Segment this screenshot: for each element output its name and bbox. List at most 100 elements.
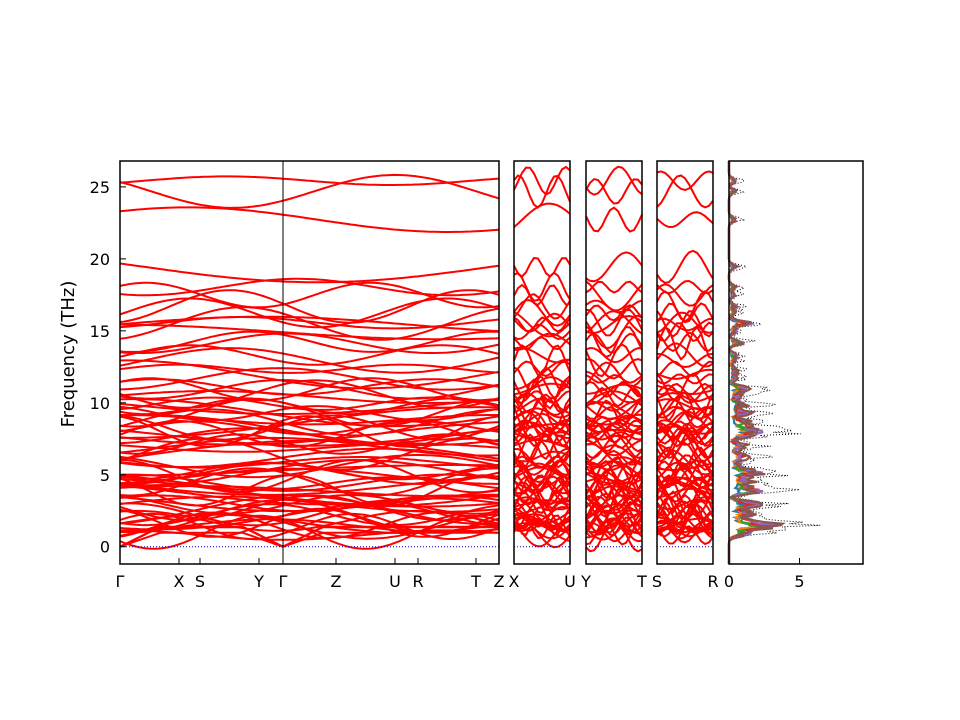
band-line (513, 475, 571, 506)
band-line (585, 464, 643, 478)
band-line (585, 346, 643, 364)
band-line (119, 330, 284, 353)
band-line (656, 391, 714, 403)
band-line (513, 271, 571, 302)
band-line (282, 456, 500, 469)
band-line (119, 514, 284, 550)
band-line (282, 437, 500, 472)
band-line (119, 455, 284, 479)
band-line (656, 302, 714, 324)
band-line (282, 514, 500, 550)
panel-frames (119, 160, 864, 565)
band-line (119, 332, 284, 354)
band-line (282, 318, 500, 330)
band-line (119, 315, 284, 326)
band-line (282, 344, 500, 366)
band-line (119, 436, 284, 446)
band-line (513, 475, 571, 506)
band-line (282, 378, 500, 396)
x-tick-label: Y (580, 572, 591, 591)
y-tick-label: 15 (90, 322, 110, 341)
dos-panel (727, 161, 821, 564)
band-line (513, 174, 571, 209)
band-line (513, 522, 571, 549)
band-line (119, 402, 283, 415)
y-tick-label: 5 (100, 466, 110, 485)
band-line (282, 415, 500, 428)
band-line (656, 422, 713, 433)
band-line (283, 379, 500, 400)
band-line (513, 256, 571, 278)
band-line (119, 433, 284, 455)
band-panel-p3 (585, 165, 643, 553)
band-line (585, 304, 643, 322)
x-tick-label: T (470, 572, 481, 591)
band-line (119, 456, 284, 469)
band-line (585, 449, 643, 466)
band-line (513, 396, 571, 429)
band-line (585, 325, 643, 359)
band-line (282, 377, 500, 402)
band-line (513, 293, 571, 320)
band-panel-p1 (119, 173, 500, 550)
band-line (585, 439, 643, 457)
band-line (282, 277, 500, 297)
band-line (513, 366, 571, 392)
band-line (513, 316, 571, 333)
band-line (119, 514, 284, 531)
band-line (656, 368, 714, 380)
band-line (119, 347, 284, 367)
band-line (119, 367, 284, 391)
band-line (656, 249, 714, 284)
x-tick-label: Z (494, 572, 505, 591)
x-tick-label: S (652, 572, 662, 591)
band-line (119, 278, 284, 297)
band-line (119, 363, 284, 374)
x-tick-label: Z (331, 572, 342, 591)
band-line (585, 517, 643, 534)
y-tick-label: 25 (90, 178, 110, 197)
x-tick-label: U (389, 572, 401, 591)
band-line (585, 315, 643, 335)
panel-frame-p2 (513, 160, 571, 565)
band-line (585, 413, 643, 426)
band-line (283, 363, 500, 374)
y-axis-label: Frequency (THz) (58, 281, 79, 428)
band-line (585, 165, 643, 196)
band-line (282, 489, 500, 506)
band-line (513, 202, 571, 228)
band-line (585, 504, 643, 528)
band-line (119, 502, 284, 527)
band-line (119, 467, 284, 485)
band-line (656, 398, 714, 411)
band-line (513, 344, 571, 377)
band-line (119, 531, 284, 548)
band-line (513, 311, 571, 338)
band-line (513, 509, 571, 525)
band-line (119, 508, 284, 538)
band-line (513, 165, 571, 196)
band-line (585, 332, 643, 354)
x-tick-label: R (707, 572, 718, 591)
band-line (585, 435, 643, 453)
band-line (585, 251, 643, 283)
band-line (513, 440, 571, 469)
band-line (119, 414, 284, 441)
band-line (282, 420, 500, 436)
band-line (656, 443, 714, 466)
band-line (656, 352, 714, 369)
band-line (282, 213, 500, 233)
band-line (119, 181, 284, 209)
band-line (585, 373, 643, 384)
panel-frame-p3 (585, 160, 643, 565)
x-tick-label: Y (253, 572, 264, 591)
y-tick-label: 20 (90, 250, 110, 269)
band-line (656, 490, 714, 516)
band-line (119, 359, 284, 382)
band-line (282, 414, 500, 441)
band-line (282, 393, 500, 405)
band-line (119, 262, 284, 283)
band-line (656, 317, 714, 332)
band-line (282, 494, 500, 526)
band-line (513, 491, 571, 515)
